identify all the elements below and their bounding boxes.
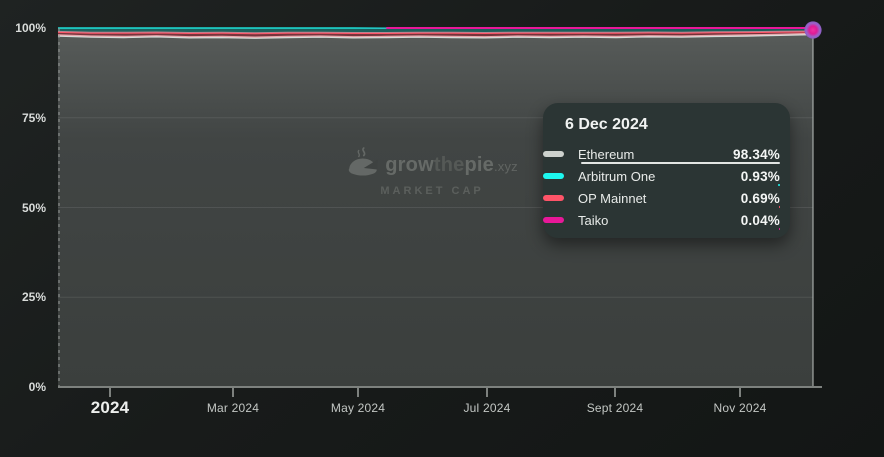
series-proportion-bar (778, 184, 780, 186)
y-axis-label: 50% (21, 200, 46, 215)
series-name: Ethereum (578, 146, 635, 162)
y-axis-label: 75% (21, 110, 46, 125)
tooltip-rows: Ethereum 98.34% Arbitrum One 0.93% OP Ma… (543, 143, 790, 231)
x-axis-line (58, 386, 822, 388)
series-name: Taiko (578, 212, 609, 228)
series-color-swatch (543, 195, 564, 201)
y-axis-label: 0% (28, 380, 46, 394)
series-proportion-bar (778, 206, 780, 208)
tooltip-date: 6 Dec 2024 (565, 116, 648, 133)
tooltip-row: Arbitrum One 0.93% (543, 165, 790, 187)
latest-point-marker (804, 21, 822, 39)
x-axis-label: May 2024 (330, 401, 386, 415)
series-color-swatch (543, 151, 564, 157)
x-axis-label: Nov 2024 (713, 401, 767, 415)
series-name: Arbitrum One (578, 168, 656, 184)
y-axis-label: 25% (21, 290, 46, 305)
series-color-swatch (543, 173, 564, 179)
x-axis-tick (109, 388, 112, 397)
x-axis-tick (232, 388, 234, 397)
line-op-mainnet (57, 30, 814, 35)
x-axis-label: 2024 (90, 398, 130, 417)
series-proportion-bar (581, 162, 780, 164)
series-proportion-bar (778, 228, 780, 230)
series-value: 0.69% (740, 190, 780, 206)
tooltip-row: Taiko 0.04% (543, 209, 790, 231)
x-axis-tick (613, 388, 616, 397)
series-value: 0.04% (740, 212, 780, 228)
y-axis-label: 100% (15, 21, 46, 35)
line-ethereum (57, 32, 814, 39)
x-axis-tick (738, 388, 741, 397)
x-axis-label: Jul 2024 (463, 401, 511, 415)
x-axis-tick (357, 388, 360, 397)
area-arbitrum-one (58, 28, 813, 34)
series-name: OP Mainnet (578, 190, 647, 206)
x-axis-label: Sept 2024 (586, 401, 644, 415)
series-value: 98.34% (733, 146, 780, 162)
x-axis-tick (485, 388, 488, 397)
series-value: 0.93% (740, 168, 780, 184)
x-axis-label: Mar 2024 (206, 401, 260, 415)
series-color-swatch (543, 217, 564, 223)
tooltip-row: Ethereum 98.34% (543, 143, 790, 165)
tooltip-row: OP Mainnet 0.69% (543, 187, 790, 209)
hover-tooltip: 6 Dec 2024 Ethereum 98.34% Arbitrum One … (543, 103, 790, 238)
